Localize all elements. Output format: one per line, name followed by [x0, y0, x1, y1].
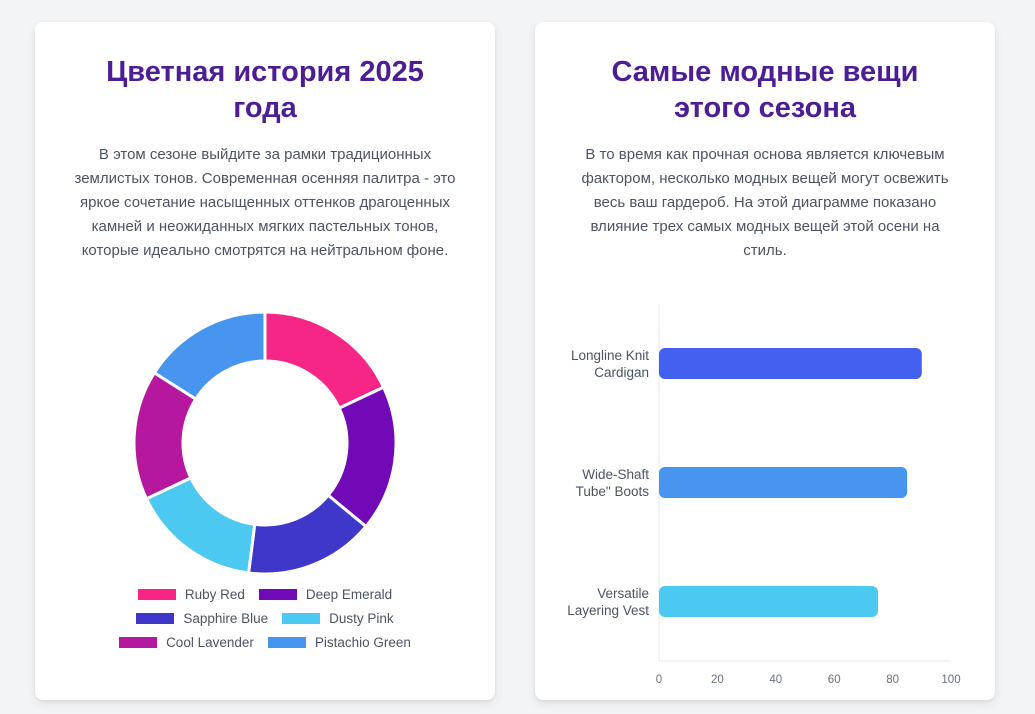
- legend-swatch: [282, 612, 321, 624]
- x-tick-label: 80: [886, 674, 899, 686]
- color-story-card: Цветная история 2025 года В этом сезоне …: [35, 22, 495, 700]
- bar-category-label: Wide-Shaft: [582, 467, 649, 482]
- color-donut-legend: Ruby Red Deep Emerald Sapphire Blue Dusty P…: [35, 582, 495, 654]
- bar-versatile-layering-vest[interactable]: [659, 586, 878, 617]
- trend-bar-chart: Longline Knit Cardigan Wide-Shaft Tube" Boo…: [567, 304, 961, 686]
- bar-category-label: Layering Vest: [567, 603, 649, 618]
- bar-category-label: Cardigan: [594, 365, 649, 380]
- x-tick-label: 40: [769, 674, 782, 686]
- bar-category-label: Tube" Boots: [576, 484, 650, 499]
- legend-item-deep-emerald[interactable]: Deep Emerald: [258, 586, 393, 602]
- x-tick-label: 0: [656, 674, 662, 686]
- legend-label: Dusty Pink: [329, 610, 394, 626]
- legend-label: Sapphire Blue: [183, 610, 269, 626]
- bar-wide-shaft-tube-boots[interactable]: [659, 467, 908, 498]
- color-story-description: В этом сезоне выйдите за рамки традицион…: [74, 146, 456, 259]
- trend-items-description: В то время как прочная основа является к…: [581, 146, 949, 259]
- legend-swatch: [258, 588, 297, 600]
- legend-label: Deep Emerald: [305, 586, 393, 602]
- legend-item-dusty-pink[interactable]: Dusty Pink: [282, 611, 394, 626]
- legend-swatch: [267, 636, 306, 648]
- donut-slice-pistachio-green[interactable]: [152, 310, 267, 402]
- x-tick-label: 60: [828, 674, 841, 686]
- bar-category-label: Versatile: [597, 586, 649, 601]
- legend-row: Cool Lavender Pistachio Green: [35, 630, 495, 654]
- trend-items-card: Самые модные вещи этого сезона В то врем…: [535, 22, 995, 700]
- legend-swatch: [136, 612, 175, 624]
- donut-slice-ruby-red[interactable]: [263, 310, 386, 411]
- legend-row: Ruby Red Deep Emerald: [35, 582, 495, 606]
- color-donut-chart: [132, 310, 398, 576]
- legend-swatch: [137, 588, 176, 600]
- legend-label: Pistachio Green: [314, 634, 411, 650]
- x-tick-label: 20: [711, 674, 724, 686]
- trend-items-title: Самые модные вещи этого сезона: [611, 56, 919, 124]
- legend-item-pistachio-green[interactable]: Pistachio Green: [267, 634, 411, 650]
- x-tick-label: 100: [941, 674, 960, 686]
- legend-label: Ruby Red: [184, 586, 245, 602]
- bar-longline-knit-cardigan[interactable]: [659, 348, 922, 379]
- legend-item-ruby-red[interactable]: Ruby Red: [137, 586, 245, 602]
- legend-row: Sapphire Blue Dusty Pink: [35, 606, 495, 630]
- legend-item-cool-lavender[interactable]: Cool Lavender: [119, 635, 254, 650]
- bar-category-label: Longline Knit: [571, 348, 649, 363]
- legend-item-sapphire-blue[interactable]: Sapphire Blue: [136, 611, 268, 626]
- legend-label: Cool Lavender: [166, 634, 254, 650]
- color-story-title: Цветная история 2025 года: [106, 56, 424, 124]
- legend-swatch: [119, 636, 158, 648]
